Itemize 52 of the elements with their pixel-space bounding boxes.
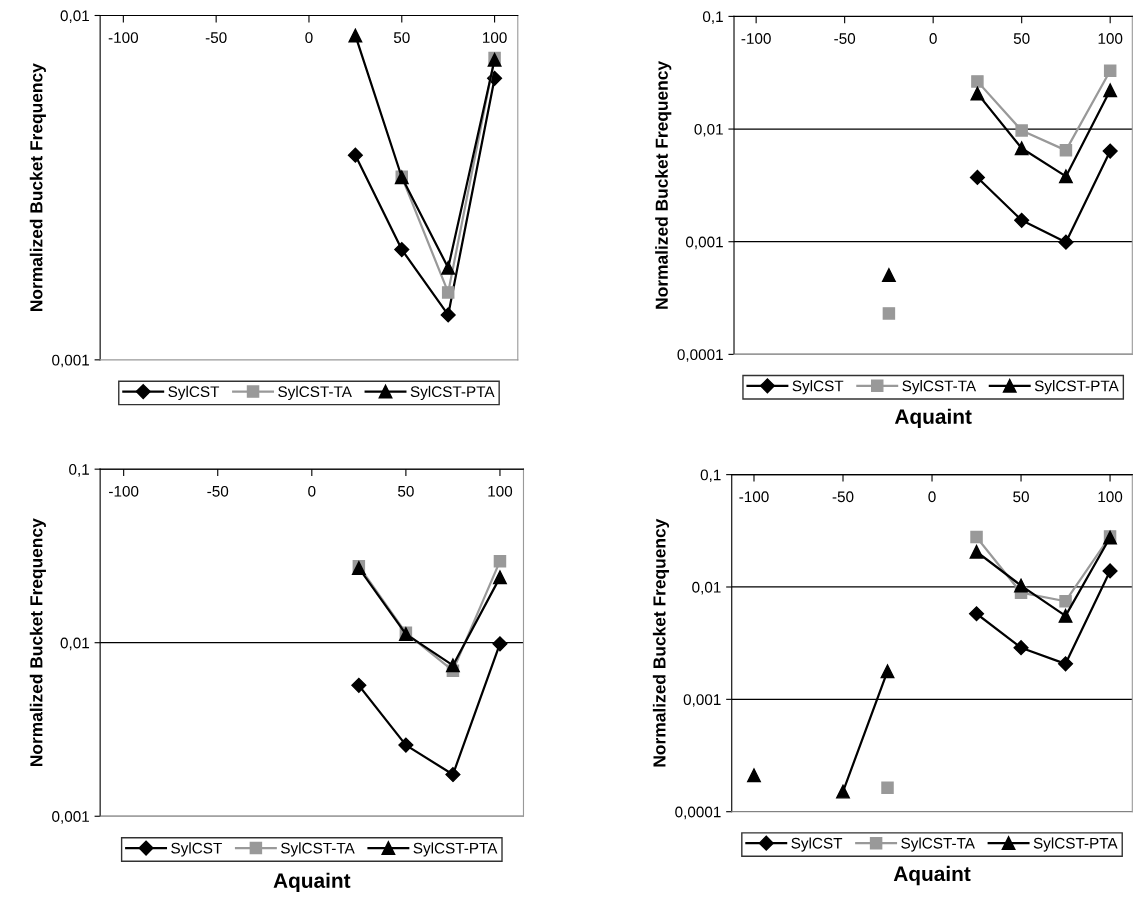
- legend-label: SylCST-PTA: [413, 842, 498, 857]
- y-tick-label: 0,001: [683, 694, 721, 707]
- y-tick-label: 0,001: [52, 354, 89, 368]
- y-axis-title: Normalized Bucket Frequency: [29, 63, 46, 311]
- x-tick-label: 100: [1098, 33, 1123, 44]
- legend-label: SylCST-TA: [278, 385, 352, 401]
- legend-label: SylCST: [168, 385, 220, 401]
- x-tick-label: 100: [1098, 491, 1123, 503]
- y-tick-label: 0,01: [694, 123, 723, 137]
- y-tick-label: 0,1: [702, 11, 723, 24]
- y-tick-label: 0,001: [52, 811, 89, 824]
- x-tick-label: 0: [305, 32, 313, 44]
- y-tick-label: 0,01: [692, 581, 721, 595]
- legend-label: SylCST-PTA: [1034, 380, 1119, 395]
- y-tick-label: 0,01: [60, 10, 89, 23]
- y-tick-label: 0,1: [69, 464, 89, 477]
- legend-label: SylCST-TA: [902, 380, 977, 395]
- x-tick-label: -100: [739, 491, 769, 503]
- x-tick-label: 50: [1013, 491, 1029, 503]
- legend-label: SylCST-PTA: [1033, 837, 1118, 852]
- x-tick-label: 0: [929, 33, 937, 44]
- y-axis-title: Normalized Bucket Frequency: [655, 61, 672, 309]
- legend-label: SylCST: [791, 837, 843, 852]
- legend-label: SylCST-PTA: [410, 385, 495, 401]
- x-tick-label: 0: [308, 485, 316, 497]
- text: Aquaint: [893, 865, 971, 886]
- y-tick-label: 0,0001: [675, 806, 721, 820]
- text: Aquaint: [273, 872, 351, 893]
- y-axis-title: Normalized Bucket Frequency: [29, 518, 46, 766]
- legend-label: SylCST-TA: [281, 842, 355, 857]
- x-tick-label: -100: [741, 33, 771, 44]
- legend-label: SylCST: [171, 842, 222, 857]
- legend-label: SylCST-TA: [901, 837, 975, 852]
- y-tick-label: 0,0001: [677, 349, 723, 362]
- y-tick-label: 0,1: [700, 469, 721, 483]
- x-tick-label: -100: [108, 32, 139, 44]
- y-tick-label: 0,01: [60, 637, 89, 651]
- x-tick-label: 50: [393, 32, 410, 44]
- x-tick-label: -100: [109, 485, 139, 497]
- x-tick-label: 100: [483, 32, 507, 44]
- x-tick-label: -50: [207, 485, 229, 497]
- x-tick-label: -50: [205, 32, 227, 44]
- y-axis-title: Normalized Bucket Frequency: [652, 518, 670, 767]
- x-tick-label: -50: [834, 33, 856, 44]
- x-tick-label: 50: [1013, 33, 1030, 44]
- x-tick-label: -50: [832, 491, 854, 503]
- text: Aquaint: [894, 408, 972, 429]
- x-tick-label: 100: [488, 485, 513, 497]
- y-tick-label: 0,001: [685, 236, 723, 250]
- x-tick-label: 0: [928, 491, 936, 503]
- legend-label: SylCST: [792, 380, 844, 395]
- x-tick-label: 50: [398, 485, 414, 497]
